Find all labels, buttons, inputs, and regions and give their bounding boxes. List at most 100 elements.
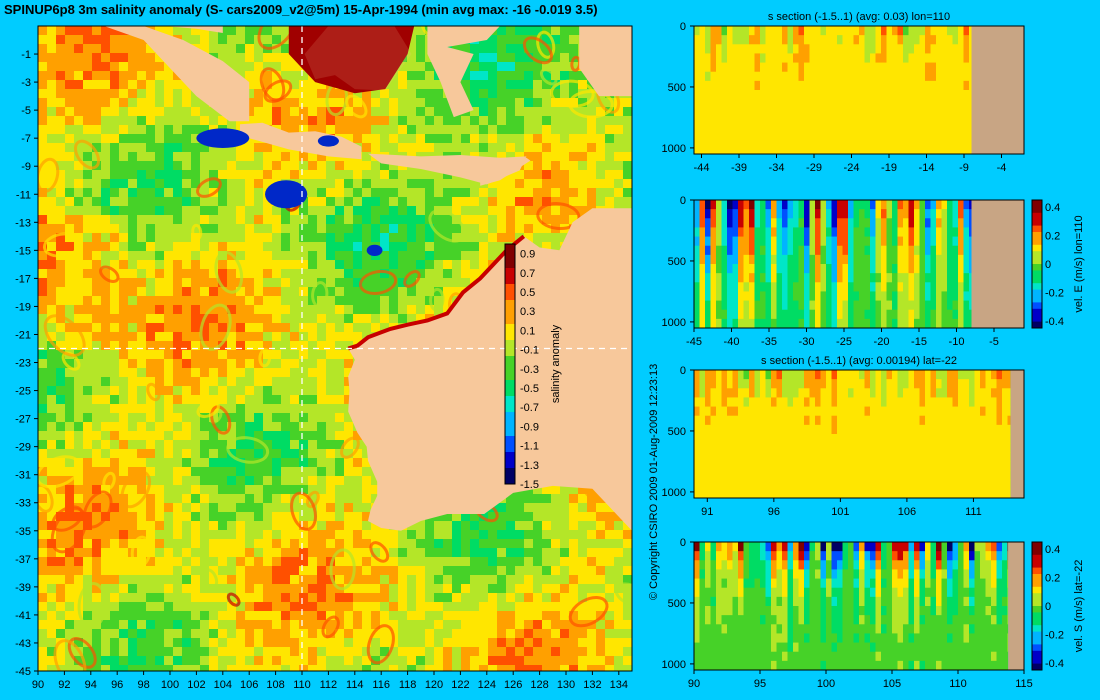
map-cell (317, 197, 327, 207)
map-cell (587, 143, 597, 153)
map-cell (461, 125, 471, 135)
map-cell (236, 332, 246, 342)
map-cell (101, 197, 111, 207)
map-cell (74, 341, 84, 351)
map-cell (218, 314, 228, 324)
map-cell (164, 125, 174, 135)
map-cell (173, 107, 183, 117)
map-y-tick-label: -37 (15, 554, 31, 566)
map-cell (155, 179, 165, 189)
map-cell (182, 89, 192, 99)
map-cell (74, 197, 84, 207)
map-cell (560, 116, 570, 126)
map-cell (290, 269, 300, 279)
map-cell (263, 35, 273, 45)
map-cell (335, 161, 345, 171)
map-cell (74, 206, 84, 216)
map-cell (506, 179, 516, 189)
map-cell (524, 215, 534, 225)
map-cell (380, 215, 390, 225)
map-cell (110, 206, 120, 216)
map-cell (191, 161, 201, 171)
map-cell (56, 314, 66, 324)
map-cell (155, 26, 165, 36)
map-cell (578, 206, 588, 216)
map-cell (128, 251, 138, 261)
map-cell (200, 323, 210, 333)
map-x-tick-label: 102 (187, 679, 205, 691)
map-cell (272, 260, 282, 270)
map-cell (623, 116, 632, 126)
map-cell (119, 152, 129, 162)
map-cell (254, 188, 264, 198)
map-cell (425, 125, 435, 135)
map-cell (200, 35, 210, 45)
map-cell (245, 278, 255, 288)
map-cell (380, 98, 390, 108)
map-cell (65, 26, 75, 36)
map-cell (587, 107, 597, 117)
map-cell (272, 152, 282, 162)
map-cell (290, 98, 300, 108)
map-cell (362, 116, 372, 126)
map-cell (182, 116, 192, 126)
map-cell (227, 314, 237, 324)
map-cell (533, 134, 543, 144)
map-cell (299, 71, 309, 81)
map-cell (92, 53, 102, 63)
map-cell (227, 161, 237, 171)
map-cell (164, 251, 174, 261)
map-cell (227, 143, 237, 153)
map-cell (344, 323, 354, 333)
map-cell (173, 98, 183, 108)
map-cell (155, 62, 165, 72)
map-cell (326, 161, 336, 171)
map-cell (200, 332, 210, 342)
map-cell (299, 89, 309, 99)
map-cell (191, 143, 201, 153)
map-cell (110, 107, 120, 117)
map-cell (578, 179, 588, 189)
map-cell (335, 89, 345, 99)
map-cell (236, 260, 246, 270)
map-cell (524, 125, 534, 135)
map-cell (65, 170, 75, 180)
map-cell (497, 197, 507, 207)
map-cell (272, 323, 282, 333)
map-cell (38, 341, 48, 351)
map-cell (479, 98, 489, 108)
map-cell (236, 179, 246, 189)
map-cell (200, 224, 210, 234)
map-cell (272, 44, 282, 54)
map-cell (83, 341, 93, 351)
map-cell (506, 197, 516, 207)
map-cell (245, 323, 255, 333)
map-cell (434, 188, 444, 198)
map-cell (47, 98, 57, 108)
map-x-tick-label: 114 (346, 679, 364, 691)
map-cell (56, 35, 66, 45)
map-cell (488, 233, 498, 243)
map-cell (434, 98, 444, 108)
map-cell (101, 251, 111, 261)
map-cell (551, 215, 561, 225)
map-cell (137, 197, 147, 207)
map-cell (47, 35, 57, 45)
map-cell (146, 179, 156, 189)
map-cell (110, 305, 120, 315)
map-cell (389, 143, 399, 153)
map-cell (155, 278, 165, 288)
map-cell (533, 188, 543, 198)
map-cell (308, 98, 318, 108)
map-cell (326, 269, 336, 279)
map-cell (65, 260, 75, 270)
map-cell (578, 188, 588, 198)
map-cell (299, 161, 309, 171)
map-cell (335, 323, 345, 333)
map-cell (56, 134, 66, 144)
map-cell (434, 107, 444, 117)
map-cell (317, 152, 327, 162)
map-cell (614, 125, 624, 135)
map-cell (344, 89, 354, 99)
map-cell (452, 143, 462, 153)
